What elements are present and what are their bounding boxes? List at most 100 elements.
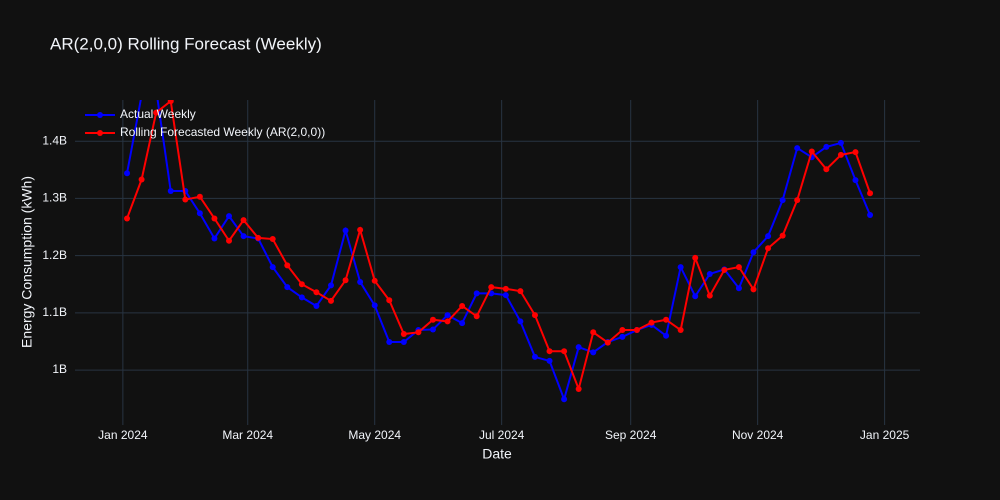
x-tick-label: Jan 2025 bbox=[860, 428, 910, 442]
point bbox=[794, 145, 801, 152]
x-tick-label: Nov 2024 bbox=[732, 428, 784, 442]
point bbox=[531, 353, 538, 360]
legend-label: Rolling Forecasted Weekly (AR(2,0,0)) bbox=[120, 125, 325, 139]
point bbox=[298, 294, 305, 301]
point bbox=[211, 215, 218, 222]
point bbox=[473, 290, 480, 297]
point bbox=[765, 233, 772, 240]
point bbox=[619, 327, 626, 334]
point bbox=[357, 278, 364, 285]
legend-marker bbox=[97, 112, 103, 118]
chart-title: AR(2,0,0) Rolling Forecast (Weekly) bbox=[50, 34, 322, 53]
x-tick-label: May 2024 bbox=[348, 428, 401, 442]
point bbox=[327, 297, 334, 304]
point bbox=[167, 187, 174, 194]
point bbox=[211, 235, 218, 242]
point bbox=[371, 277, 378, 284]
point bbox=[502, 285, 509, 292]
point bbox=[269, 264, 276, 271]
point bbox=[531, 312, 538, 319]
series-line bbox=[126, 100, 871, 393]
point bbox=[226, 237, 233, 244]
point bbox=[182, 196, 189, 203]
point bbox=[517, 318, 524, 325]
point bbox=[459, 302, 466, 309]
point bbox=[575, 385, 582, 392]
point bbox=[735, 264, 742, 271]
point bbox=[808, 148, 815, 155]
point bbox=[692, 254, 699, 261]
grid bbox=[75, 100, 920, 425]
x-tick-label: Jan 2024 bbox=[98, 428, 148, 442]
y-tick-label: 1.1B bbox=[42, 305, 67, 319]
point bbox=[196, 193, 203, 200]
point bbox=[342, 227, 349, 234]
point bbox=[269, 236, 276, 243]
point bbox=[342, 277, 349, 284]
point bbox=[284, 284, 291, 291]
point bbox=[226, 213, 233, 220]
point bbox=[240, 233, 247, 240]
y-tick-label: 1B bbox=[52, 362, 67, 376]
point bbox=[706, 270, 713, 277]
point bbox=[153, 109, 160, 116]
point bbox=[444, 312, 451, 319]
point bbox=[867, 190, 874, 197]
point bbox=[400, 331, 407, 338]
point bbox=[167, 100, 174, 105]
x-tick-label: Mar 2024 bbox=[222, 428, 273, 442]
point bbox=[765, 245, 772, 252]
point bbox=[502, 292, 509, 299]
legend: Actual Weekly Rolling Forecasted Weekly (… bbox=[85, 107, 325, 139]
point bbox=[561, 396, 568, 403]
labels: 1B 1.1B 1.2B 1.3B 1.4B Jan 2024 Mar 2024 May 20… bbox=[42, 133, 909, 442]
plot-area bbox=[124, 100, 874, 403]
point bbox=[575, 344, 582, 351]
point bbox=[619, 333, 626, 340]
point bbox=[750, 249, 757, 256]
point bbox=[590, 329, 597, 336]
point bbox=[706, 292, 713, 299]
point bbox=[386, 297, 393, 304]
point bbox=[663, 316, 670, 323]
point bbox=[124, 215, 131, 222]
point bbox=[779, 232, 786, 239]
point bbox=[313, 302, 320, 309]
point bbox=[517, 288, 524, 295]
point bbox=[823, 166, 830, 173]
point bbox=[692, 293, 699, 300]
point bbox=[604, 339, 611, 346]
point bbox=[473, 313, 480, 320]
x-axis-title: Date bbox=[482, 446, 512, 462]
point bbox=[677, 264, 684, 271]
point bbox=[677, 327, 684, 334]
point bbox=[313, 289, 320, 296]
point bbox=[852, 149, 859, 156]
point bbox=[721, 266, 728, 273]
x-tick-label: Jul 2024 bbox=[479, 428, 525, 442]
point bbox=[852, 177, 859, 184]
point bbox=[138, 176, 145, 183]
legend-marker bbox=[97, 130, 103, 136]
point bbox=[648, 319, 655, 326]
point bbox=[867, 212, 874, 219]
point bbox=[488, 284, 495, 291]
point bbox=[429, 326, 436, 333]
y-tick-label: 1.2B bbox=[42, 248, 67, 262]
x-tick-label: Sep 2024 bbox=[605, 428, 657, 442]
point bbox=[735, 285, 742, 292]
point bbox=[823, 143, 830, 150]
point bbox=[590, 349, 597, 356]
y-tick-label: 1.4B bbox=[42, 133, 67, 147]
point bbox=[779, 197, 786, 204]
point bbox=[546, 357, 553, 364]
point bbox=[196, 210, 203, 217]
point bbox=[429, 316, 436, 323]
point bbox=[255, 234, 262, 241]
point bbox=[837, 139, 844, 146]
point bbox=[663, 332, 670, 339]
point bbox=[633, 327, 640, 334]
point bbox=[444, 318, 451, 325]
